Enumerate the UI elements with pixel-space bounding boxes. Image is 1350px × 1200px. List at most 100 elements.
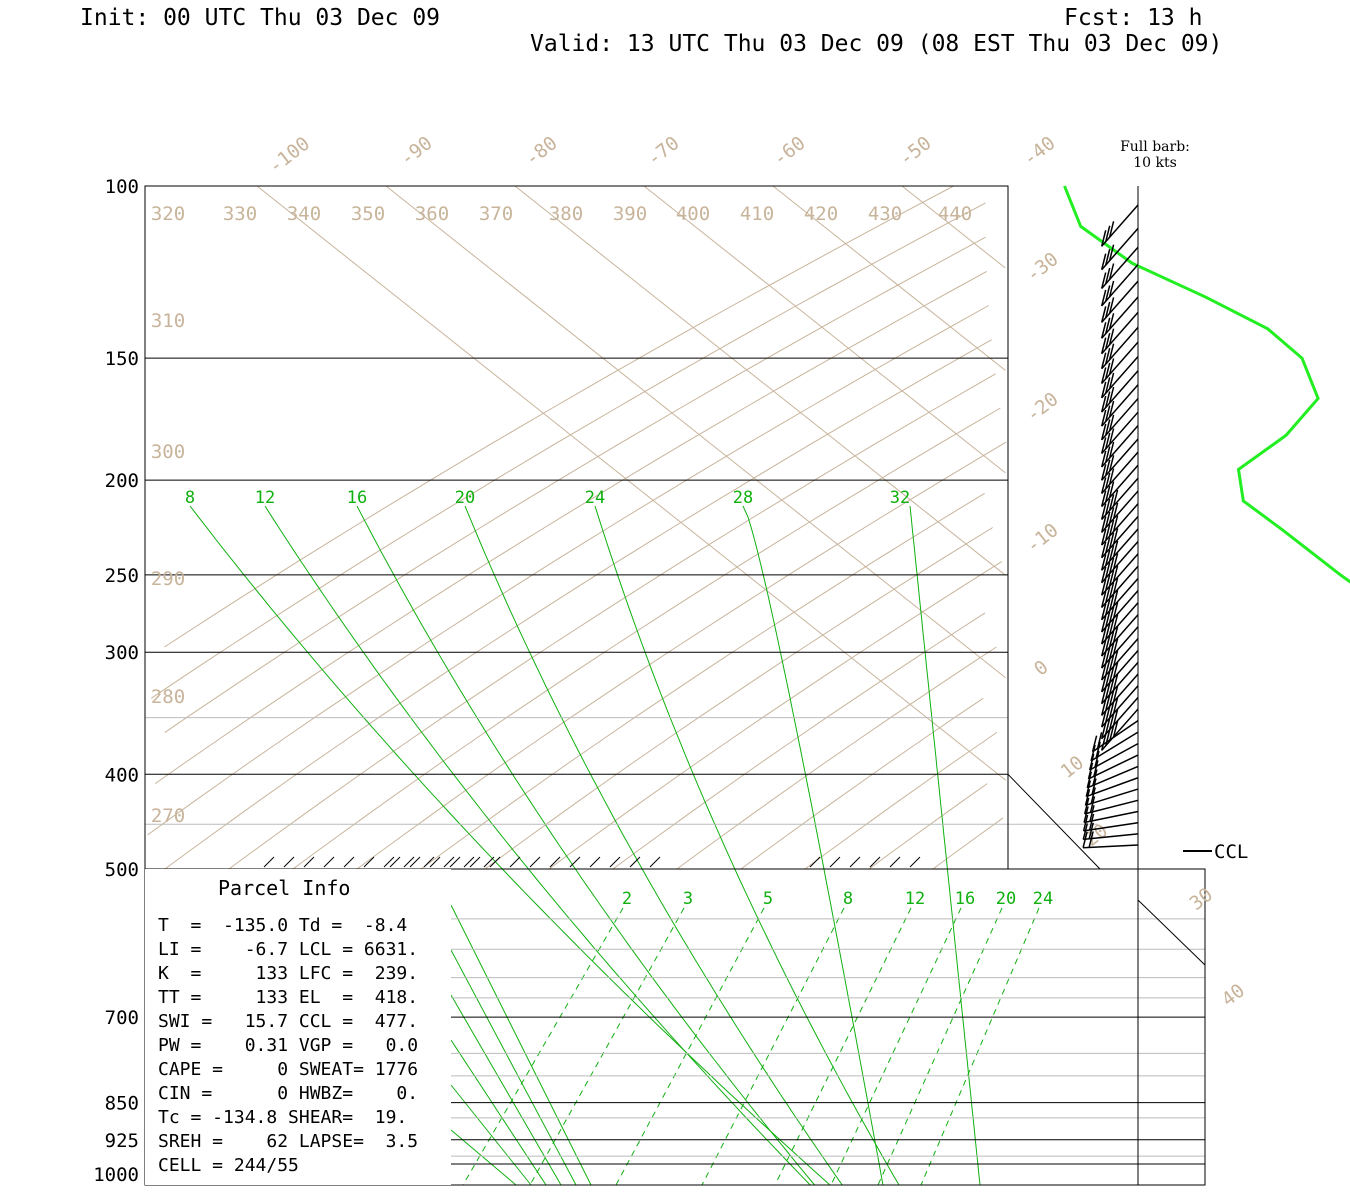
theta-label: 420 (804, 203, 838, 225)
wind-barb (1083, 821, 1139, 832)
wind-barb-flag (1088, 831, 1094, 848)
isotherm-label: -60 (769, 132, 810, 170)
pressure-label: 1000 (93, 1164, 139, 1186)
wind-barb-flag (1112, 673, 1119, 691)
wind-barb-flag (1104, 377, 1111, 394)
wind-barb-flag (1100, 603, 1107, 620)
mixing-ratio-label: 8 (843, 889, 853, 909)
mixing-ratio-line (830, 907, 962, 1186)
wind-barb-flag (1104, 611, 1111, 628)
wind-barb-flag (1088, 822, 1094, 839)
pressure-label: 200 (105, 470, 139, 492)
moist-adiabat-line (450, 949, 577, 1186)
moist-adiabat-label: 8 (185, 488, 195, 508)
mixing-ratio-label: 2 (622, 889, 632, 909)
wind-barb-flag (1104, 694, 1111, 712)
wind-barb (1101, 370, 1139, 413)
theta-label: 330 (223, 203, 257, 225)
theta-label: 400 (676, 203, 710, 225)
wind-barb-flag (1108, 481, 1115, 498)
theta-label: 370 (479, 203, 513, 225)
moist-adiabat-layer (189, 505, 981, 1186)
wind-barb-flag (1100, 272, 1107, 289)
theta-label: 360 (415, 203, 449, 225)
wind-barb-flag (1100, 337, 1107, 354)
parcel-info-row: Tc = -134.8 SHEAR= 19. (158, 1107, 407, 1128)
wind-barb-flag (1108, 244, 1115, 261)
dry-adiabat-line (420, 492, 985, 870)
wind-barb (1101, 204, 1139, 247)
wind-barb-flag (1104, 249, 1111, 266)
wind-barb-flag (1104, 498, 1111, 516)
wind-barb-flag (1112, 489, 1119, 507)
wind-barb-flag (1089, 805, 1095, 822)
parcel-info-row: CELL = 244/55 (158, 1155, 299, 1176)
pressure-label: 500 (105, 859, 139, 881)
wind-barb-flag (1104, 485, 1111, 503)
wind-barb-flag (1108, 701, 1115, 719)
wind-barb-flag (1100, 289, 1107, 307)
wind-barb-flag (1100, 722, 1107, 739)
theta-label: 410 (740, 203, 774, 225)
dry-adiabat-line (740, 697, 984, 870)
wind-barb-flag (1108, 678, 1115, 695)
hatch-mark (509, 856, 521, 868)
wind-barb (1083, 810, 1139, 824)
wind-barb-flag (1100, 381, 1107, 399)
wind-barb-flag (1112, 553, 1119, 570)
wind-barb-flag (1100, 464, 1107, 481)
moist-adiabat-label: 12 (255, 488, 275, 508)
wind-barb-flag (1100, 663, 1107, 681)
wind-barb-flag (1108, 428, 1115, 445)
wind-barb-flag (1104, 317, 1111, 334)
hatch-mark (443, 856, 455, 868)
wind-barb-flag (1108, 642, 1115, 660)
mixing-ratio-label: 5 (763, 889, 773, 909)
wind-barb-flag (1100, 409, 1107, 427)
parcel-info-row: TT = 133 EL = 418. (158, 987, 418, 1008)
moist-adiabat-line (909, 505, 981, 1186)
wind-barb (1090, 731, 1139, 762)
barb-legend-line2: 10 kts (1133, 155, 1177, 171)
parcel-info-row: CAPE = 0 SWEAT= 1776 (158, 1059, 418, 1080)
wind-barb (1101, 425, 1139, 468)
wind-barb-flag (1090, 744, 1096, 762)
hatch-mark (283, 856, 295, 868)
mixing-ratio-label: 24 (1033, 889, 1053, 909)
wind-barb-flag (1091, 778, 1097, 795)
isotherm-label: 30 (1186, 884, 1218, 915)
wind-barb-flag (1100, 541, 1107, 558)
dry-adiabat-line (164, 236, 986, 733)
wind-barb-layer (1082, 204, 1139, 849)
wind-barb-flag (1100, 639, 1107, 657)
wind-barb-flag (1108, 400, 1115, 418)
parcel-info-row: T = -135.0 Td = -8.4 (158, 915, 407, 936)
moist-adiabat-line (450, 904, 592, 1186)
hatch-mark (589, 856, 601, 868)
wind-barb-flag (1082, 823, 1089, 840)
wind-barb (1101, 398, 1139, 441)
wind-barb (1101, 602, 1139, 645)
isotherm-label: -10 (1022, 519, 1063, 557)
wind-barb-flag (1104, 623, 1111, 640)
wind-barb (1083, 844, 1139, 849)
wind-barb-flag (1104, 537, 1111, 554)
dry-adiabat-line (164, 185, 954, 648)
hatch-mark (629, 856, 641, 868)
theta-label: 350 (351, 203, 385, 225)
valid-time: Valid: 13 UTC Thu 03 Dec 09 (08 EST Thu … (530, 31, 1222, 57)
isotherm-line (772, 185, 1006, 371)
parcel-info-row: PW = 0.31 VGP = 0.0 (158, 1035, 418, 1056)
wind-barb-flag (1108, 507, 1115, 524)
wind-barb-flag (1112, 565, 1119, 582)
moist-adiabat-line (450, 1084, 532, 1186)
hatch-mark (463, 856, 475, 868)
isotherm-label: -70 (643, 132, 684, 170)
wind-barb-flag (1108, 666, 1115, 683)
wind-barb-flag (1112, 590, 1119, 607)
parcel-info-title: Parcel Info (218, 876, 350, 900)
parcel-info-row: LI = -6.7 LCL = 6631. (158, 939, 418, 960)
wind-barb-flag (1100, 490, 1107, 507)
hatch-mark (383, 856, 395, 868)
moist-adiabat-line (450, 1039, 547, 1186)
